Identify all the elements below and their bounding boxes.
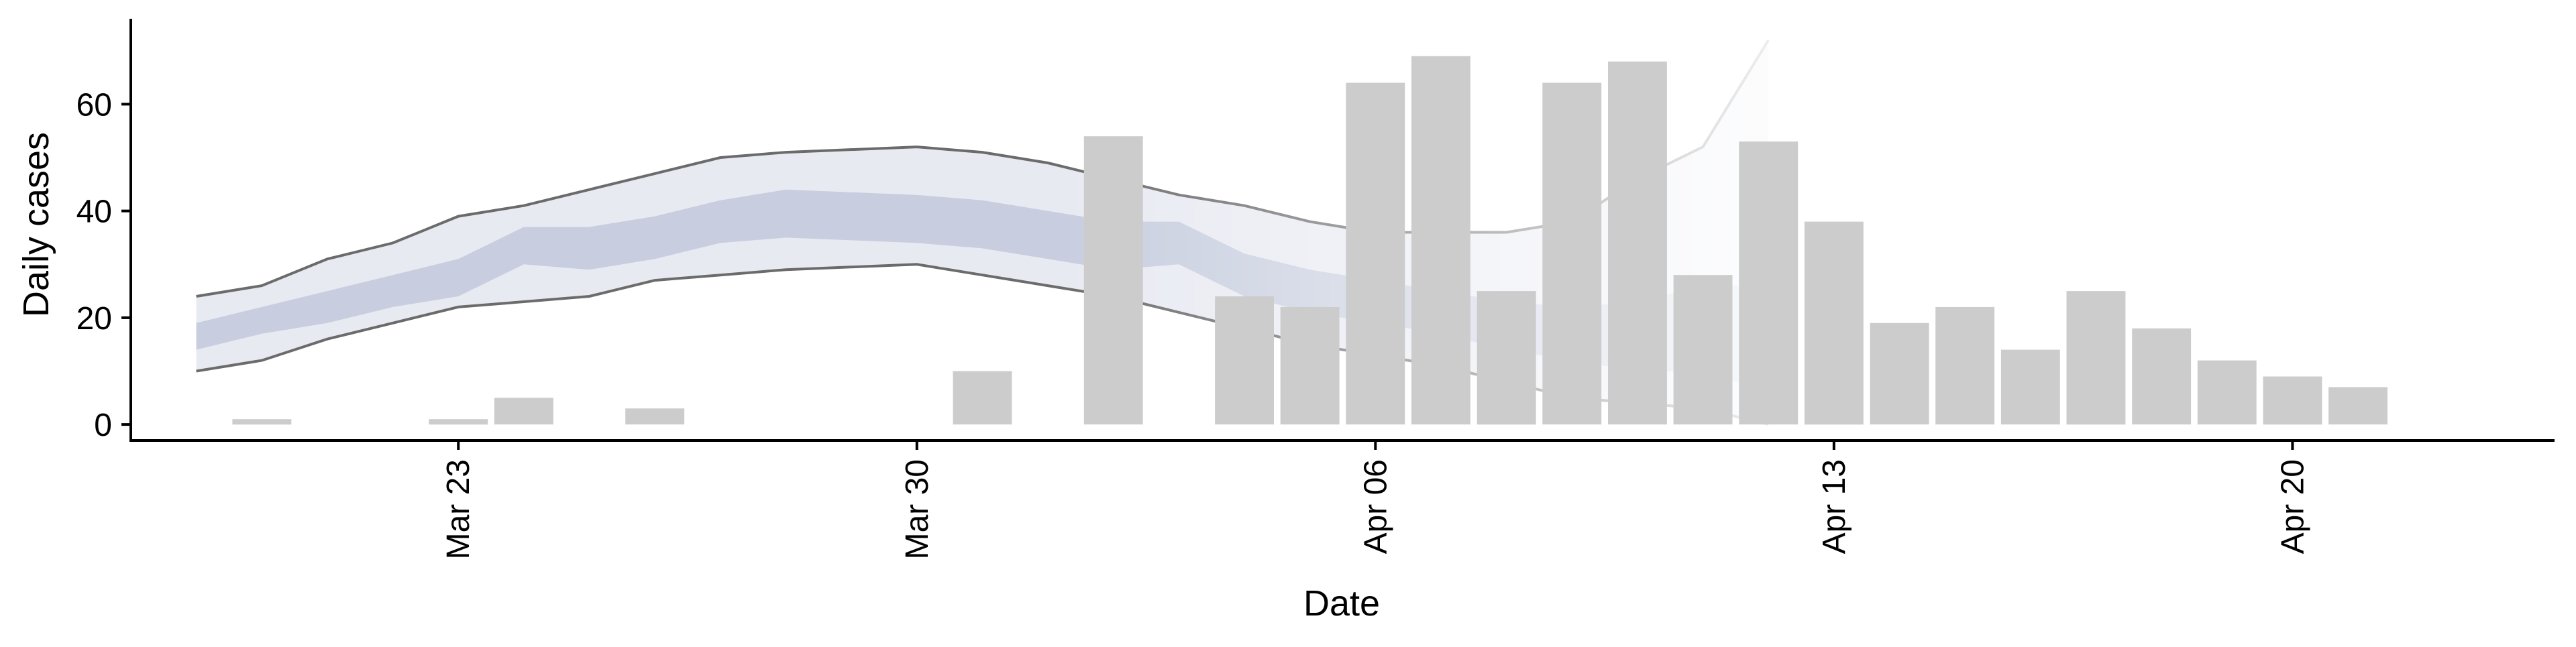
bar-2020-03-31 bbox=[953, 371, 1012, 425]
bar-2020-03-23 bbox=[429, 419, 488, 425]
bar-2020-04-20 bbox=[2263, 376, 2322, 425]
bar-2020-03-26 bbox=[625, 408, 685, 425]
y-tick-label-60: 60 bbox=[76, 87, 112, 123]
bar-series bbox=[232, 56, 2387, 425]
bar-2020-04-14 bbox=[1870, 322, 1929, 425]
bar-2020-04-04 bbox=[1215, 296, 1274, 425]
x-tick-label-2020-04-13: Apr 13 bbox=[1817, 459, 1852, 554]
x-tick-label-2020-04-06: Apr 06 bbox=[1358, 459, 1393, 554]
bar-2020-03-24 bbox=[494, 398, 553, 425]
bar-2020-04-21 bbox=[2328, 387, 2387, 425]
x-axis-label: Date bbox=[1303, 583, 1380, 624]
bar-2020-04-18 bbox=[2132, 328, 2192, 425]
bar-2020-04-06 bbox=[1346, 82, 1405, 425]
bar-2020-04-07 bbox=[1411, 56, 1470, 425]
inner-interval-band bbox=[196, 189, 1769, 393]
bar-2020-04-15 bbox=[1935, 306, 1995, 425]
bar-2020-04-10 bbox=[1608, 61, 1667, 425]
bar-2020-04-19 bbox=[2197, 360, 2257, 425]
bar-2020-04-05 bbox=[1280, 306, 1340, 425]
y-axis-ticks: 0 20 40 60 bbox=[76, 87, 131, 443]
y-axis-label: Daily cases bbox=[16, 132, 56, 317]
y-tick-label-20: 20 bbox=[76, 301, 112, 337]
x-tick-label-2020-03-30: Mar 30 bbox=[900, 459, 935, 559]
bar-2020-04-17 bbox=[2066, 291, 2126, 425]
y-tick-label-0: 0 bbox=[94, 408, 112, 443]
bar-2020-04-11 bbox=[1673, 275, 1733, 425]
upper-bound-line bbox=[196, 39, 1770, 298]
bar-2020-04-13 bbox=[1804, 221, 1864, 425]
x-tick-label-2020-03-23: Mar 23 bbox=[441, 459, 476, 559]
bar-2020-04-08 bbox=[1477, 291, 1536, 425]
axes bbox=[129, 19, 2555, 442]
bar-2020-04-09 bbox=[1542, 82, 1602, 425]
bar-2020-04-12 bbox=[1739, 141, 1799, 425]
bar-2020-04-16 bbox=[2000, 349, 2060, 425]
y-tick-label-40: 40 bbox=[76, 194, 112, 230]
x-axis-ticks: Mar 23 Mar 30 Apr 06 Apr 13 Apr 20 bbox=[441, 440, 2310, 559]
bar-2020-03-20 bbox=[232, 419, 292, 425]
bar-2020-04-02 bbox=[1083, 136, 1143, 425]
x-tick-label-2020-04-20: Apr 20 bbox=[2275, 459, 2310, 554]
